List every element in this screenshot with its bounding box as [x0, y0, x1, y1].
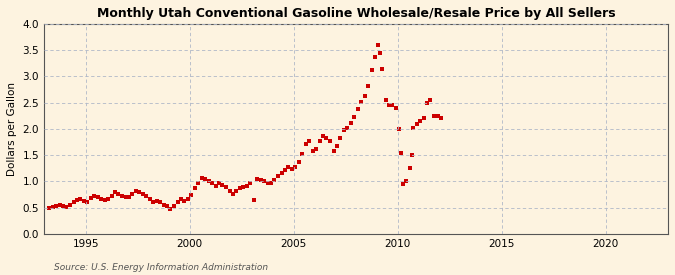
Y-axis label: Dollars per Gallon: Dollars per Gallon [7, 82, 17, 176]
Text: Source: U.S. Energy Information Administration: Source: U.S. Energy Information Administ… [54, 263, 268, 272]
Title: Monthly Utah Conventional Gasoline Wholesale/Resale Price by All Sellers: Monthly Utah Conventional Gasoline Whole… [97, 7, 616, 20]
